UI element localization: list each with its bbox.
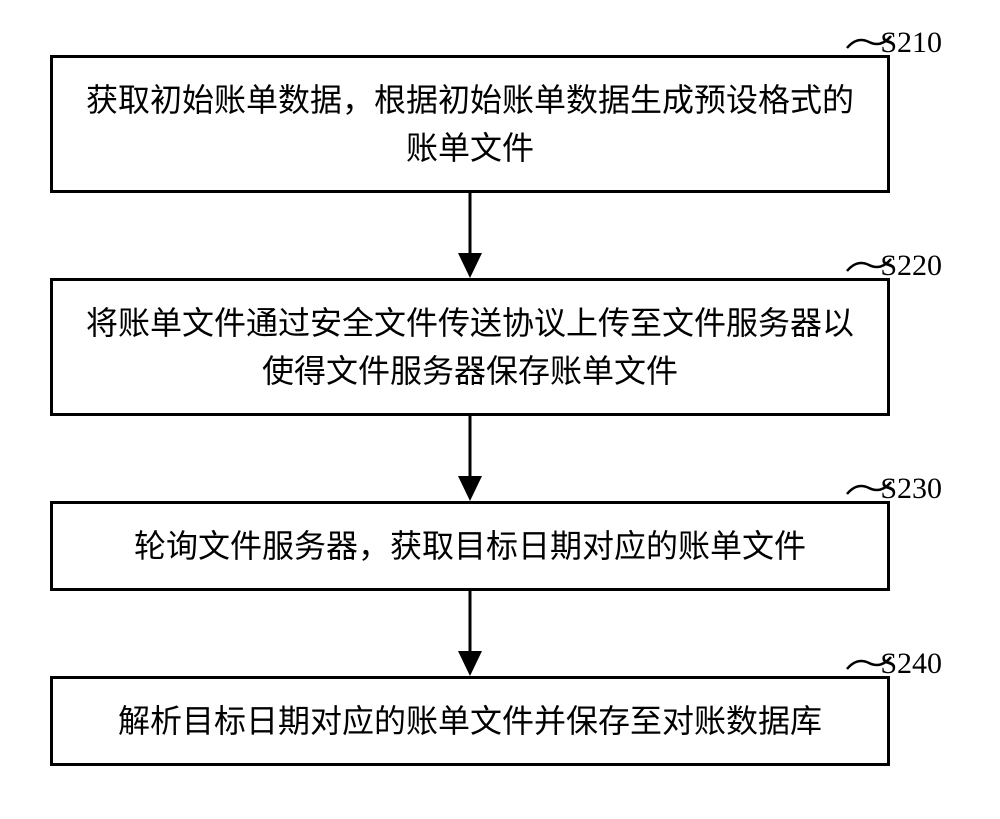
flow-arrow <box>50 416 890 501</box>
flow-arrow <box>50 591 890 676</box>
arrow-down-icon <box>450 416 490 501</box>
step-text: 解析目标日期对应的账单文件并保存至对账数据库 <box>118 703 822 739</box>
step-id-label: S220 <box>880 243 942 288</box>
step-id-label: S240 <box>880 641 942 686</box>
flow-step-3: S230 轮询文件服务器，获取目标日期对应的账单文件 <box>50 501 890 591</box>
step-text: 轮询文件服务器，获取目标日期对应的账单文件 <box>134 528 806 564</box>
flow-step-4: S240 解析目标日期对应的账单文件并保存至对账数据库 <box>50 676 890 766</box>
arrow-down-icon <box>450 591 490 676</box>
flow-step-2: S220 将账单文件通过安全文件传送协议上传至文件服务器以使得文件服务器保存账单… <box>50 278 890 416</box>
step-id-label: S210 <box>880 20 942 65</box>
flow-step-1: S210 获取初始账单数据，根据初始账单数据生成预设格式的账单文件 <box>50 55 890 193</box>
flowchart-container: S210 获取初始账单数据，根据初始账单数据生成预设格式的账单文件 S220 将… <box>50 55 950 766</box>
flow-arrow <box>50 193 890 278</box>
step-text: 将账单文件通过安全文件传送协议上传至文件服务器以使得文件服务器保存账单文件 <box>86 305 854 389</box>
step-id-label: S230 <box>880 466 942 511</box>
step-text: 获取初始账单数据，根据初始账单数据生成预设格式的账单文件 <box>86 82 854 166</box>
arrow-down-icon <box>450 193 490 278</box>
